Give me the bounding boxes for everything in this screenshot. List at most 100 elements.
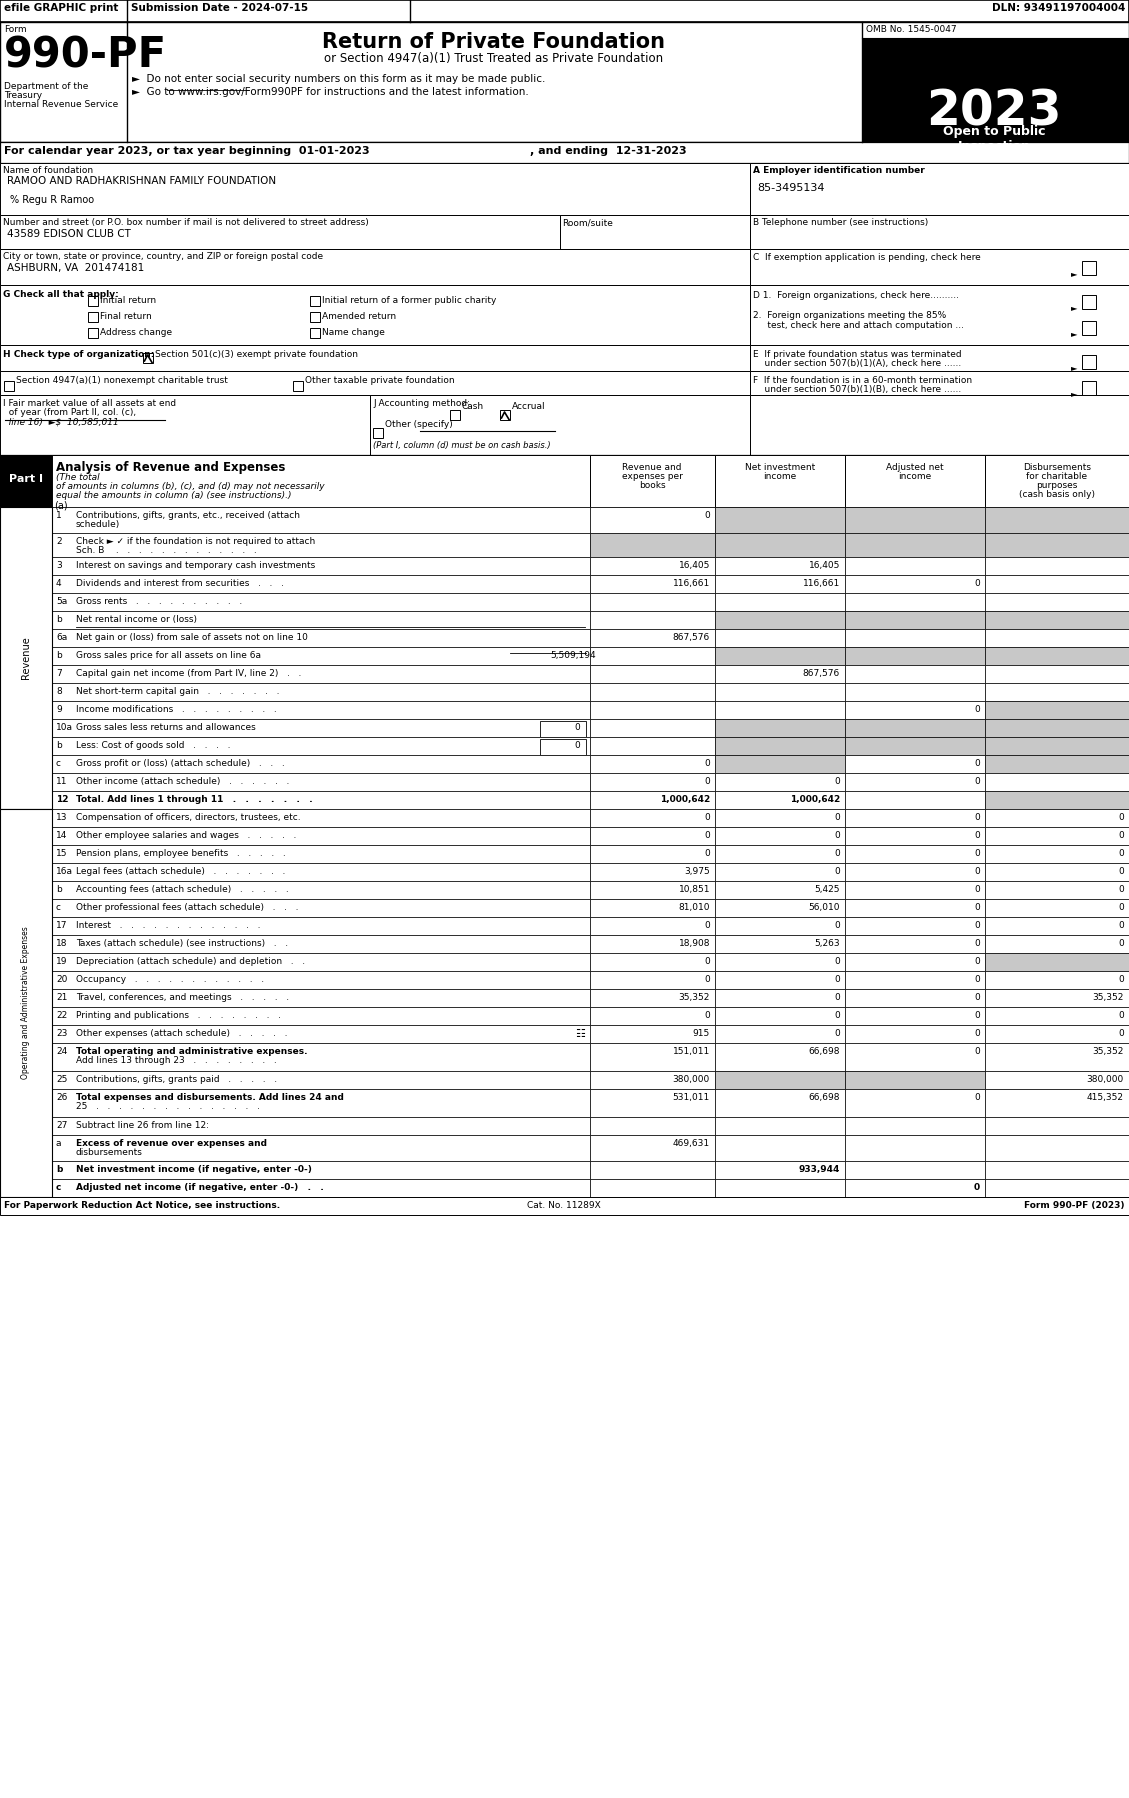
Text: Analysis of Revenue and Expenses: Analysis of Revenue and Expenses <box>56 460 286 475</box>
Text: Net investment: Net investment <box>745 464 815 473</box>
Text: Pension plans, employee benefits   .   .   .   .   .: Pension plans, employee benefits . . . .… <box>76 849 286 858</box>
Bar <box>52 845 590 863</box>
Bar <box>52 881 590 899</box>
Text: purposes: purposes <box>1036 482 1078 491</box>
Text: 14: 14 <box>56 831 68 840</box>
Text: ►: ► <box>1071 329 1077 338</box>
Bar <box>984 1135 1129 1162</box>
Bar <box>844 899 984 917</box>
Text: B Telephone number (see instructions): B Telephone number (see instructions) <box>753 218 928 227</box>
Bar <box>750 396 1129 455</box>
Text: 1: 1 <box>56 511 62 520</box>
Text: a: a <box>56 1138 61 1147</box>
Text: 10,851: 10,851 <box>679 885 710 894</box>
Bar <box>984 755 1129 773</box>
Text: 2: 2 <box>56 538 62 547</box>
Text: 0: 0 <box>704 1010 710 1019</box>
Text: Address change: Address change <box>100 327 172 336</box>
Bar <box>52 773 590 791</box>
Text: 0: 0 <box>1118 921 1124 930</box>
Bar <box>52 1090 590 1117</box>
Bar <box>715 683 844 701</box>
Text: 12: 12 <box>56 795 69 804</box>
Bar <box>0 1197 1129 1215</box>
Bar <box>750 248 1129 286</box>
Text: Occupancy   .   .   .   .   .   .   .   .   .   .   .   .: Occupancy . . . . . . . . . . . . <box>76 975 264 984</box>
Bar <box>590 863 715 881</box>
Text: income: income <box>763 473 797 482</box>
Text: RAMOO AND RADHAKRISHNAN FAMILY FOUNDATION: RAMOO AND RADHAKRISHNAN FAMILY FOUNDATIO… <box>7 176 277 185</box>
Text: 0: 0 <box>974 903 980 912</box>
Text: Net investment income (if negative, enter -0-): Net investment income (if negative, ente… <box>76 1165 312 1174</box>
Text: 4: 4 <box>56 579 62 588</box>
Bar <box>590 629 715 647</box>
Bar <box>590 557 715 575</box>
Text: Less: Cost of goods sold   .   .   .   .: Less: Cost of goods sold . . . . <box>76 741 230 750</box>
Bar <box>984 557 1129 575</box>
Text: 0: 0 <box>1118 1010 1124 1019</box>
Bar <box>984 1179 1129 1197</box>
Text: Other professional fees (attach schedule)   .   .   .: Other professional fees (attach schedule… <box>76 903 298 912</box>
Text: 0: 0 <box>974 921 980 930</box>
Text: Total expenses and disbursements. Add lines 24 and: Total expenses and disbursements. Add li… <box>76 1093 344 1102</box>
Bar <box>984 1090 1129 1117</box>
Text: test, check here and attach computation ...: test, check here and attach computation … <box>753 322 964 331</box>
Text: Section 501(c)(3) exempt private foundation: Section 501(c)(3) exempt private foundat… <box>155 351 358 360</box>
Text: Income modifications   .   .   .   .   .   .   .   .   .: Income modifications . . . . . . . . . <box>76 705 277 714</box>
Bar <box>715 863 844 881</box>
Text: Taxes (attach schedule) (see instructions)   .   .: Taxes (attach schedule) (see instruction… <box>76 939 288 948</box>
Bar <box>715 455 844 507</box>
Bar <box>0 455 1129 507</box>
Text: 18,908: 18,908 <box>679 939 710 948</box>
Bar <box>984 953 1129 971</box>
Text: 24: 24 <box>56 1046 68 1055</box>
Bar <box>863 38 1129 142</box>
Text: Gross profit or (loss) (attach schedule)   .   .   .: Gross profit or (loss) (attach schedule)… <box>76 759 285 768</box>
Text: Add lines 13 through 23   .   .   .   .   .   .   .   .: Add lines 13 through 23 . . . . . . . . <box>76 1055 277 1064</box>
Text: 16a: 16a <box>56 867 73 876</box>
Text: For calendar year 2023, or tax year beginning  01-01-2023: For calendar year 2023, or tax year begi… <box>5 146 369 156</box>
Bar <box>844 971 984 989</box>
Bar <box>0 396 370 455</box>
Bar <box>52 1025 590 1043</box>
Text: Gross sales price for all assets on line 6a: Gross sales price for all assets on line… <box>76 651 261 660</box>
Bar <box>0 370 750 396</box>
Text: 0: 0 <box>1118 975 1124 984</box>
Bar <box>52 683 590 701</box>
Text: Revenue and: Revenue and <box>622 464 682 473</box>
Bar <box>590 899 715 917</box>
Text: 10a: 10a <box>56 723 73 732</box>
Bar <box>1082 261 1096 275</box>
Text: 116,661: 116,661 <box>803 579 840 588</box>
Bar <box>715 1007 844 1025</box>
Text: (cash basis only): (cash basis only) <box>1019 491 1095 500</box>
Bar <box>590 1162 715 1179</box>
Text: Net rental income or (loss): Net rental income or (loss) <box>76 615 196 624</box>
Text: Number and street (or P.O. box number if mail is not delivered to street address: Number and street (or P.O. box number if… <box>3 218 369 227</box>
Bar <box>590 1090 715 1117</box>
Text: Operating and Administrative Expenses: Operating and Administrative Expenses <box>21 926 30 1079</box>
Bar <box>844 1025 984 1043</box>
Bar <box>844 719 984 737</box>
Text: 0: 0 <box>974 885 980 894</box>
Text: Adjusted net: Adjusted net <box>886 464 944 473</box>
Text: under section 507(b)(1)(A), check here ......: under section 507(b)(1)(A), check here .… <box>753 360 961 369</box>
Bar <box>844 665 984 683</box>
Text: Other expenses (attach schedule)   .   .   .   .   .: Other expenses (attach schedule) . . . .… <box>76 1028 288 1037</box>
Text: Part I: Part I <box>9 475 43 484</box>
Text: 0: 0 <box>834 849 840 858</box>
Bar <box>590 611 715 629</box>
Text: 0: 0 <box>1118 939 1124 948</box>
Text: 0: 0 <box>834 813 840 822</box>
Bar <box>984 507 1129 532</box>
Text: 0: 0 <box>974 849 980 858</box>
Text: Net short-term capital gain   .   .   .   .   .   .   .: Net short-term capital gain . . . . . . … <box>76 687 280 696</box>
Text: 0: 0 <box>834 975 840 984</box>
Bar <box>590 665 715 683</box>
Bar <box>590 845 715 863</box>
Text: 5,263: 5,263 <box>814 939 840 948</box>
Text: 15: 15 <box>56 849 68 858</box>
Text: 380,000: 380,000 <box>1087 1075 1124 1084</box>
Bar <box>715 557 844 575</box>
Text: 0: 0 <box>1118 831 1124 840</box>
